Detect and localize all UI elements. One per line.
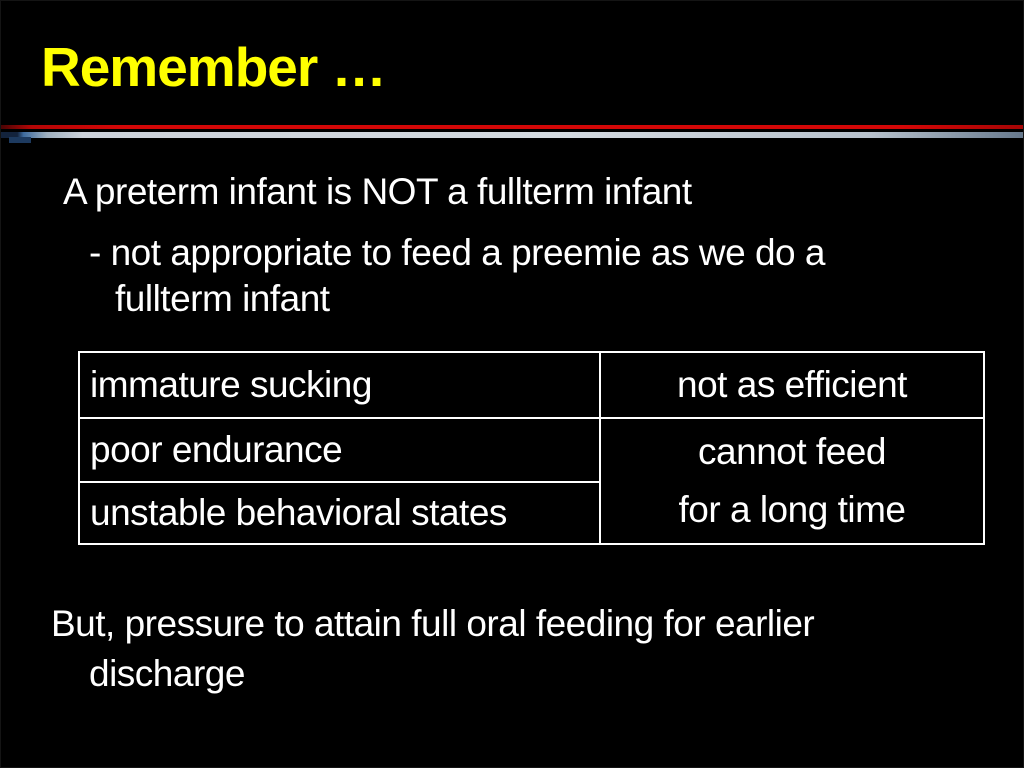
table-cell-not-as-efficient: not as efficient [599,351,985,419]
footer-line-2: discharge [89,653,245,694]
footer-paragraph: But, pressure to attain full oral feedin… [51,599,815,699]
slide-title: Remember … [41,36,387,98]
table-cell-immature-sucking: immature sucking [78,351,601,419]
table-row: unstable behavioral states [78,481,984,545]
title-divider-red-rule [1,125,1023,129]
title-divider-navy-notch [9,137,31,143]
table-row: immature sucking not as efficient [78,351,985,419]
table-cell-cannot-feed-merged: cannot feed for a long time [599,417,985,545]
table-cell-poor-endurance: poor endurance [78,417,601,483]
table-row: poor endurance cannot feed for a long ti… [78,417,985,545]
title-divider-silver-rule [1,132,1023,138]
table-cell-unstable-behavioral-states: unstable behavioral states [78,481,601,545]
feeding-comparison-table: immature sucking not as efficient poor e… [78,351,985,545]
body-line-2: - not appropriate to feed a preemie as w… [89,232,825,273]
body-line-1: A preterm infant is NOT a fullterm infan… [63,171,692,212]
footer-line-1: But, pressure to attain full oral feedin… [51,603,815,644]
body-paragraph: A preterm infant is NOT a fullterm infan… [63,169,825,322]
merged-cell-line-2: for a long time [678,489,906,530]
body-line-3: fullterm infant [115,278,330,319]
merged-cell-line-1: cannot feed [698,431,886,472]
